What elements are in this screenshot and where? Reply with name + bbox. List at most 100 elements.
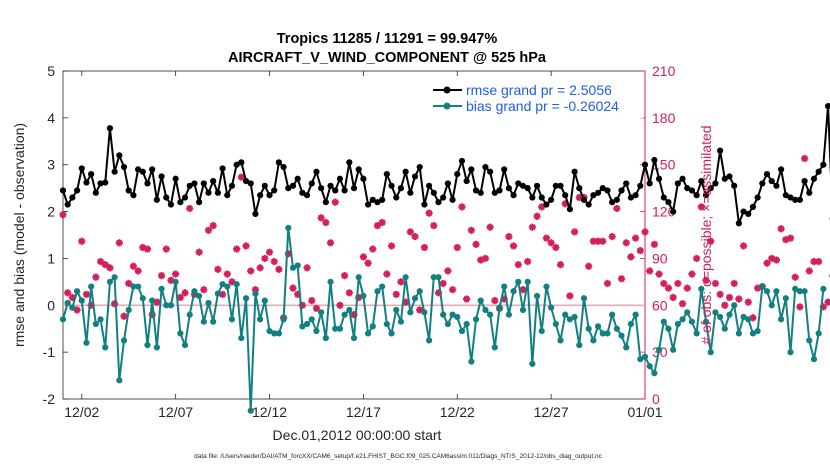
bias-point [402, 274, 409, 281]
y-right-tick-label: 210 [652, 63, 676, 79]
bias-point [529, 360, 536, 367]
rmse-point [684, 185, 691, 192]
obs-point [716, 290, 724, 298]
rmse-point [810, 175, 818, 182]
obs-point [204, 226, 213, 234]
bias-point [261, 297, 268, 304]
obs-point [514, 261, 522, 269]
rmse-point [768, 178, 775, 185]
bias-point [327, 278, 334, 285]
rmse-point [210, 178, 217, 185]
bias-point [792, 285, 799, 292]
obs-point [533, 212, 541, 220]
bias-point [322, 334, 329, 342]
rmse-point [313, 168, 320, 175]
rmse-point [238, 159, 245, 166]
rmse-series-layer [59, 103, 830, 227]
y-right-tick-label: 120 [652, 204, 676, 220]
rmse-point [271, 187, 278, 194]
bias-point [571, 313, 578, 321]
bias-point [552, 320, 559, 328]
obs-point [772, 256, 781, 264]
legend: rmse grand pr = 2.5056 bias grand pr = -… [431, 80, 643, 118]
bias-point [618, 332, 625, 339]
bias-point [740, 313, 747, 321]
rmse-point [651, 156, 658, 164]
bias-point [341, 311, 348, 318]
rmse-point [796, 196, 803, 203]
bias-point [505, 311, 512, 318]
obs-point [172, 270, 180, 278]
y-right-tick-label: 150 [652, 157, 676, 173]
y-tick-label: 5 [47, 63, 55, 79]
bias-point [224, 283, 231, 290]
obs-point [383, 270, 391, 278]
bias-point [599, 330, 606, 337]
bias-point [383, 320, 390, 328]
bias-point [716, 313, 724, 321]
obs-point [556, 261, 565, 269]
rmse-point [782, 192, 789, 199]
obs-point [524, 257, 532, 266]
obs-point [430, 222, 438, 230]
bias-point [374, 288, 381, 295]
obs-point [336, 301, 344, 309]
y-right-tick-label: 60 [652, 297, 668, 313]
bias-point [782, 295, 789, 302]
rmse-point [674, 180, 681, 187]
bias-point [163, 302, 170, 309]
obs-point [777, 225, 785, 233]
rmse-point [613, 196, 620, 203]
rmse-point [116, 152, 123, 159]
rmse-point [524, 185, 531, 192]
bias-point [735, 330, 742, 337]
rmse-point [440, 194, 447, 201]
rmse-point [318, 185, 325, 192]
rmse-point [425, 182, 433, 189]
bias-point [233, 281, 240, 288]
rmse-point [266, 192, 273, 199]
bias-point [172, 278, 179, 285]
obs-point [547, 239, 555, 247]
rmse-point [735, 220, 742, 227]
rmse-point [205, 189, 212, 196]
x-axis-label: Dec.01,2012 00:00:00 start [273, 427, 442, 443]
bias-point [754, 327, 761, 335]
bias-point [820, 285, 827, 292]
rmse-point [763, 170, 771, 178]
bias-point [393, 306, 400, 314]
bias-point [111, 274, 118, 281]
obs-point [725, 293, 734, 302]
bias-point [632, 311, 639, 318]
bias-point [242, 295, 250, 302]
y-tick-label: 2 [47, 204, 55, 220]
rmse-point [698, 178, 705, 185]
obs-point [289, 284, 297, 292]
obs-point [425, 209, 433, 217]
rmse-point [712, 180, 719, 187]
obs-point [739, 242, 748, 250]
rmse-point [97, 180, 104, 187]
legend-box [431, 80, 643, 118]
bias-point [533, 292, 541, 300]
bias-point [350, 334, 358, 342]
obs-point [491, 297, 499, 305]
obs-point [106, 264, 114, 272]
bias-point [759, 283, 766, 290]
bias-point [519, 306, 527, 314]
bias-point [449, 311, 456, 318]
rmse-point [308, 180, 315, 187]
bias-point [200, 318, 207, 325]
obs-point [697, 203, 705, 211]
bias-point [810, 356, 818, 363]
obs-point [420, 243, 429, 252]
rmse-point [149, 166, 156, 173]
rmse-point [538, 194, 545, 201]
bias-point [73, 288, 81, 295]
rmse-point [548, 196, 555, 203]
bias-point [125, 306, 132, 314]
ticks-layer: 12/02 12/07 12/12 12/17 12/22 12/27 01/01 -2 -1 0… [43, 63, 676, 420]
rmse-point [482, 163, 489, 171]
obs-point [120, 312, 128, 320]
